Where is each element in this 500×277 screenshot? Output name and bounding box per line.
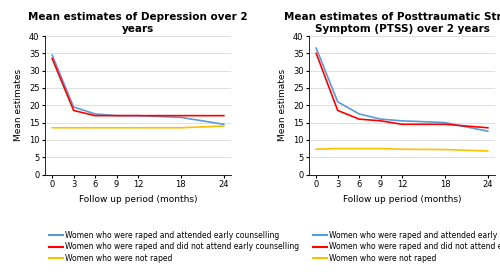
Y-axis label: Mean estimates: Mean estimates bbox=[14, 69, 24, 141]
X-axis label: Follow up period (months): Follow up period (months) bbox=[78, 195, 197, 204]
Y-axis label: Mean estimates: Mean estimates bbox=[278, 69, 287, 141]
Title: Mean estimates of Posttraumatic Stress
Symptom (PTSS) over 2 years: Mean estimates of Posttraumatic Stress S… bbox=[284, 12, 500, 34]
Title: Mean estimates of Depression over 2
years: Mean estimates of Depression over 2 year… bbox=[28, 12, 248, 34]
Legend: Women who were raped and attended early counselling, Women who were raped and di: Women who were raped and attended early … bbox=[313, 231, 500, 263]
Legend: Women who were raped and attended early counselling, Women who were raped and di: Women who were raped and attended early … bbox=[49, 231, 299, 263]
X-axis label: Follow up period (months): Follow up period (months) bbox=[343, 195, 462, 204]
